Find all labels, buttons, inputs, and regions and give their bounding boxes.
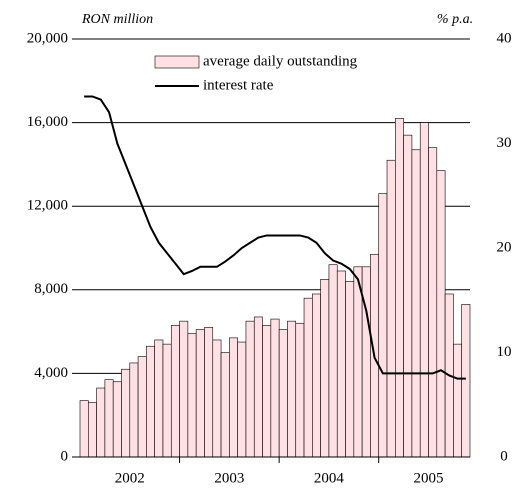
bar	[179, 320, 189, 458]
y-tick-label: 4,000	[34, 365, 68, 381]
bar	[154, 339, 164, 458]
bar	[187, 333, 197, 458]
y2-unit-label: % p.a.	[437, 12, 473, 27]
x-tick-label: 2004	[314, 470, 345, 486]
bar	[87, 402, 97, 458]
y-tick-label: 8,000	[34, 281, 68, 297]
bar	[287, 320, 297, 458]
y-tick-label: 12,000	[27, 198, 68, 214]
bar	[336, 270, 346, 458]
legend-label: average daily outstanding	[203, 53, 358, 69]
bar	[245, 320, 255, 458]
bar	[328, 264, 338, 458]
bar	[320, 279, 330, 458]
bar	[262, 325, 272, 458]
bar	[312, 293, 321, 458]
y2-tick-label: 10	[497, 344, 512, 360]
line	[84, 95, 466, 380]
bar	[453, 343, 463, 458]
bar	[403, 134, 413, 458]
y2-tick-label: 0	[500, 448, 508, 464]
bar	[395, 118, 404, 458]
bar	[461, 304, 471, 458]
bar	[79, 400, 89, 458]
x-tick-label: 2005	[414, 470, 444, 486]
bar	[345, 281, 355, 458]
bar	[146, 345, 155, 458]
bar	[96, 387, 106, 458]
bar	[253, 316, 263, 458]
y2-tick-label: 20	[497, 239, 512, 255]
bar	[303, 297, 313, 458]
bar	[121, 368, 131, 458]
bar	[411, 149, 421, 458]
bar	[353, 266, 363, 458]
y2-tick-label: 40	[497, 30, 512, 46]
bar	[428, 147, 438, 458]
bar	[112, 381, 122, 458]
bar	[170, 325, 180, 458]
bar	[220, 352, 230, 458]
y-tick-label: 0	[61, 448, 69, 464]
bar	[229, 337, 238, 458]
bar	[436, 170, 446, 458]
bar	[361, 266, 371, 458]
legend-label: interest rate	[203, 77, 274, 93]
bar	[278, 329, 288, 458]
y2-tick-label: 30	[497, 135, 512, 151]
bar	[270, 318, 280, 458]
y-tick-label: 16,000	[27, 114, 68, 130]
x-tick-label: 2003	[214, 470, 244, 486]
bar	[129, 362, 139, 458]
y-unit-label: RON million	[81, 12, 153, 27]
bar	[237, 341, 247, 458]
bar	[137, 356, 147, 458]
bar	[386, 159, 396, 458]
bar	[419, 122, 429, 458]
bar	[295, 322, 305, 458]
bar	[204, 327, 214, 458]
bar	[378, 193, 388, 458]
bar	[162, 343, 172, 458]
bar	[212, 339, 222, 458]
bar	[195, 329, 205, 458]
x-tick-label: 2002	[115, 470, 145, 486]
bar	[104, 379, 114, 458]
legend-swatch	[154, 55, 200, 69]
y-tick-label: 20,000	[27, 30, 68, 46]
